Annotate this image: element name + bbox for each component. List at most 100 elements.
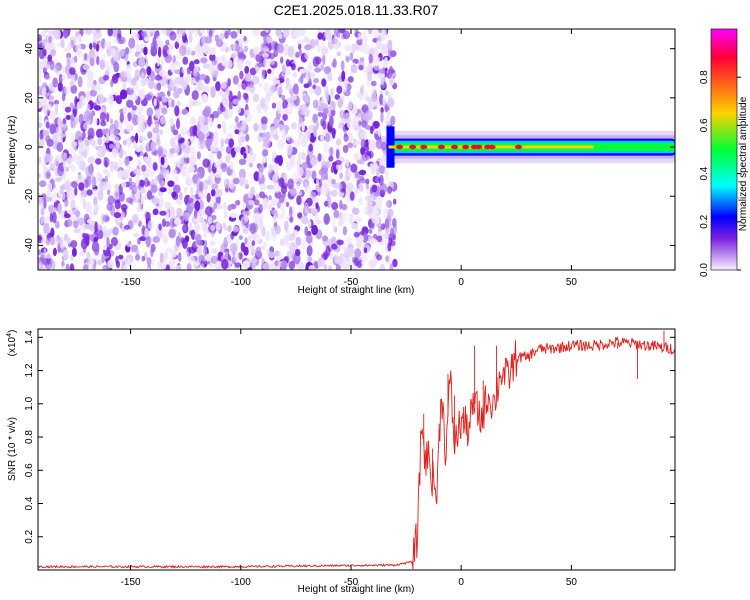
noise-speckle bbox=[69, 67, 76, 75]
noise-speckle bbox=[370, 259, 378, 266]
y-tick-label: 0.2 bbox=[24, 529, 35, 543]
noise-speckle bbox=[127, 140, 131, 148]
noise-speckle bbox=[289, 95, 298, 101]
noise-speckle bbox=[282, 99, 289, 111]
noise-speckle bbox=[244, 65, 250, 75]
noise-speckle bbox=[146, 66, 152, 76]
noise-speckle bbox=[279, 202, 284, 211]
noise-speckle bbox=[278, 123, 284, 133]
noise-speckle bbox=[38, 34, 42, 42]
noise-speckle bbox=[157, 46, 162, 58]
noise-speckle bbox=[382, 207, 389, 219]
noise-speckle bbox=[55, 154, 61, 162]
y-tick-label: 40 bbox=[24, 43, 35, 55]
noise-speckle bbox=[358, 169, 367, 176]
noise-speckle bbox=[69, 102, 74, 109]
noise-speckle bbox=[385, 200, 391, 208]
noise-speckle bbox=[191, 90, 199, 101]
y-tick-label: 0.4 bbox=[24, 496, 35, 510]
noise-speckle bbox=[236, 103, 242, 114]
noise-speckle bbox=[69, 80, 74, 87]
noise-speckle bbox=[83, 53, 88, 61]
noise-speckle bbox=[232, 177, 240, 185]
noise-speckle bbox=[348, 98, 353, 110]
noise-speckle bbox=[106, 46, 112, 57]
noise-speckle bbox=[175, 264, 182, 270]
noise-speckle bbox=[147, 116, 152, 127]
noise-speckle bbox=[176, 207, 183, 218]
noise-speckle bbox=[60, 39, 65, 49]
noise-speckle bbox=[276, 201, 281, 209]
noise-speckle bbox=[251, 240, 256, 247]
noise-speckle bbox=[71, 247, 77, 257]
noise-speckle bbox=[187, 29, 196, 35]
noise-speckle bbox=[274, 157, 280, 164]
noise-speckle bbox=[77, 155, 84, 162]
noise-speckle bbox=[346, 132, 354, 143]
noise-speckle bbox=[101, 54, 106, 61]
noise-speckle bbox=[230, 31, 238, 39]
noise-speckle bbox=[111, 148, 119, 158]
noise-speckle bbox=[329, 252, 335, 260]
noise-speckle bbox=[140, 141, 145, 148]
noise-speckle bbox=[315, 202, 319, 210]
noise-speckle bbox=[55, 235, 59, 246]
noise-speckle bbox=[258, 82, 263, 88]
noise-speckle bbox=[375, 209, 381, 221]
noise-speckle bbox=[383, 233, 390, 240]
noise-speckle bbox=[220, 138, 224, 148]
noise-speckle bbox=[90, 53, 96, 59]
noise-speckle bbox=[73, 228, 81, 234]
noise-speckle bbox=[233, 51, 238, 58]
noise-speckle bbox=[107, 29, 113, 37]
noise-speckle bbox=[320, 183, 328, 196]
noise-speckle bbox=[263, 241, 267, 248]
noise-speckle bbox=[159, 187, 167, 193]
y-tick-label: 0.8 bbox=[24, 430, 35, 444]
signal-peak bbox=[488, 144, 496, 150]
noise-speckle bbox=[210, 189, 216, 197]
noise-speckle bbox=[43, 29, 48, 36]
noise-speckle bbox=[387, 110, 391, 116]
noise-speckle bbox=[256, 104, 262, 114]
noise-speckle bbox=[292, 172, 300, 183]
noise-speckle bbox=[370, 165, 376, 176]
noise-speckle bbox=[178, 252, 182, 262]
noise-speckle bbox=[169, 31, 177, 41]
noise-speckle bbox=[380, 223, 386, 230]
noise-speckle bbox=[126, 240, 131, 248]
noise-speckle bbox=[287, 178, 294, 190]
noise-speckle bbox=[316, 177, 320, 187]
noise-speckle bbox=[208, 29, 213, 38]
noise-speckle bbox=[48, 95, 55, 103]
noise-speckle bbox=[170, 249, 177, 258]
noise-speckle bbox=[333, 29, 339, 37]
noise-speckle bbox=[354, 248, 362, 258]
noise-speckle bbox=[40, 207, 45, 216]
noise-speckle bbox=[150, 71, 156, 81]
noise-speckle bbox=[165, 264, 171, 270]
noise-speckle bbox=[122, 80, 127, 92]
noise-speckle bbox=[210, 143, 216, 152]
noise-speckle bbox=[52, 183, 56, 189]
noise-speckle bbox=[388, 65, 394, 77]
noise-speckle bbox=[335, 149, 340, 160]
noise-speckle bbox=[62, 162, 67, 170]
noise-speckle bbox=[301, 162, 309, 169]
noise-speckle bbox=[282, 107, 289, 116]
noise-speckle bbox=[367, 29, 373, 35]
noise-speckle bbox=[325, 245, 331, 257]
noise-speckle bbox=[99, 59, 105, 70]
noise-speckle bbox=[124, 115, 129, 126]
noise-speckle bbox=[122, 105, 128, 115]
noise-speckle bbox=[45, 135, 51, 144]
noise-speckle bbox=[141, 225, 146, 236]
y-tick-label: 0 bbox=[24, 144, 35, 150]
noise-speckle bbox=[252, 29, 260, 37]
noise-speckle bbox=[328, 155, 334, 162]
noise-speckle bbox=[43, 215, 50, 226]
noise-speckle bbox=[351, 43, 356, 54]
noise-speckle bbox=[48, 83, 54, 91]
noise-speckle bbox=[54, 29, 61, 40]
noise-speckle bbox=[318, 169, 326, 176]
